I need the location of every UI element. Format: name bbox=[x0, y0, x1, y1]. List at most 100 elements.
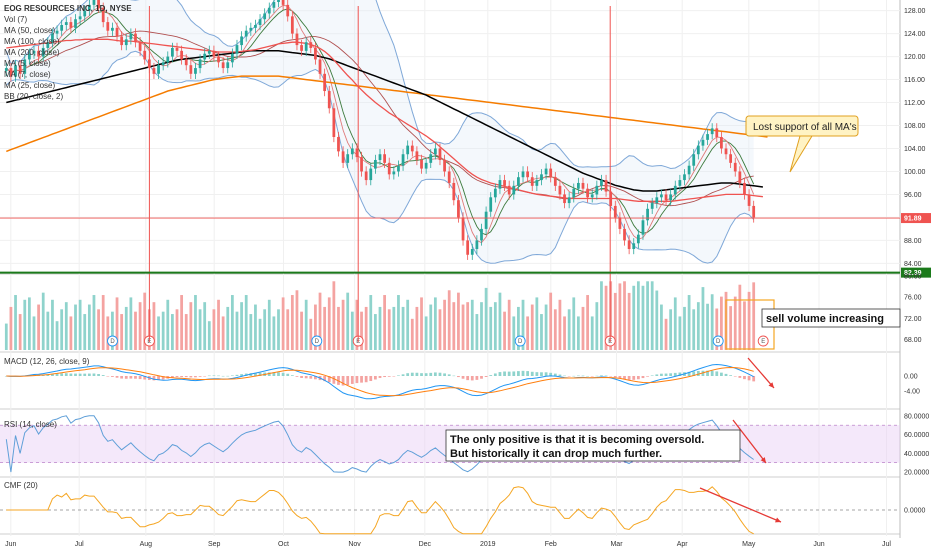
candle-body bbox=[350, 148, 354, 155]
candle-body bbox=[295, 33, 299, 46]
volume-bar bbox=[374, 314, 377, 350]
candle bbox=[392, 166, 396, 180]
candle bbox=[729, 149, 733, 169]
volume-bar bbox=[600, 281, 603, 350]
volume-bar bbox=[572, 297, 576, 350]
macd-hist-bar bbox=[152, 376, 156, 381]
candle-body bbox=[526, 171, 530, 178]
candle-body bbox=[124, 39, 128, 46]
candle bbox=[521, 166, 525, 183]
candle bbox=[692, 149, 696, 171]
macd-hist-bar bbox=[563, 375, 566, 377]
candle bbox=[438, 143, 442, 166]
candle bbox=[401, 149, 405, 171]
candle bbox=[650, 197, 654, 214]
macd-hist-bar bbox=[600, 375, 603, 376]
macd-hist-bar bbox=[410, 372, 414, 376]
candle-body bbox=[466, 240, 470, 255]
candle bbox=[180, 45, 184, 65]
candle bbox=[429, 149, 433, 169]
candle bbox=[544, 163, 548, 180]
macd-hist-bar bbox=[553, 373, 557, 376]
volume-bar bbox=[466, 302, 470, 350]
macd-hist-bar bbox=[364, 376, 368, 383]
candle bbox=[452, 177, 456, 206]
volume-bar bbox=[207, 321, 211, 350]
macd-hist-bar bbox=[355, 376, 359, 384]
volume-bar bbox=[563, 316, 566, 350]
candle-body bbox=[138, 42, 142, 51]
volume-bar bbox=[738, 284, 742, 350]
volume-bar bbox=[452, 302, 456, 350]
macd-hist-bar bbox=[64, 373, 68, 376]
macd-hist-bar bbox=[687, 371, 691, 376]
volume-bar bbox=[198, 309, 202, 350]
candle-body bbox=[92, 0, 96, 5]
candle-body bbox=[157, 65, 160, 74]
macd-hist-bar bbox=[69, 373, 73, 376]
cmf-tick-label: 0.0000 bbox=[904, 508, 926, 515]
price-tick-label: 128.00 bbox=[904, 8, 926, 15]
candle-body bbox=[673, 185, 677, 195]
candle-body bbox=[553, 177, 557, 186]
macd-hist-bar bbox=[323, 376, 327, 382]
candle bbox=[364, 166, 368, 186]
candle-body bbox=[724, 148, 728, 155]
candle bbox=[341, 146, 345, 169]
candle-body bbox=[576, 182, 580, 189]
macd-hist-bar bbox=[369, 376, 373, 382]
macd-hist-bar bbox=[457, 376, 460, 378]
macd-hist-bar bbox=[175, 376, 179, 378]
volume-bar bbox=[355, 299, 359, 350]
volume-bar bbox=[590, 316, 594, 350]
chart-title: EOG RESOURCES INC, 1D, NYSE bbox=[4, 4, 132, 13]
x-tick-label: 2019 bbox=[480, 541, 496, 548]
candle-body bbox=[309, 42, 313, 48]
volume-tick-label: 76.00 bbox=[904, 295, 922, 302]
candle-body bbox=[378, 154, 382, 160]
legend-vol: Vol (7) bbox=[4, 15, 27, 24]
candle bbox=[51, 28, 54, 48]
candle bbox=[563, 189, 566, 209]
candle-body bbox=[433, 148, 437, 155]
volume-bar bbox=[318, 292, 322, 350]
candle bbox=[355, 143, 359, 163]
candle bbox=[683, 169, 686, 186]
candle bbox=[111, 22, 114, 36]
candle bbox=[171, 42, 174, 62]
macd-hist-bar bbox=[235, 374, 239, 376]
volume-bar bbox=[64, 302, 68, 350]
candle-body bbox=[429, 154, 433, 163]
sell-volume-text: sell volume increasing bbox=[766, 313, 884, 325]
volume-bar bbox=[420, 297, 423, 350]
rsi-tick-label: 20.0000 bbox=[904, 470, 929, 477]
volume-bar bbox=[443, 299, 446, 350]
x-tick-label: Aug bbox=[140, 541, 153, 548]
candle bbox=[244, 25, 248, 42]
candle-body bbox=[51, 33, 54, 43]
candle bbox=[752, 200, 756, 223]
macd-hist-bar bbox=[134, 376, 137, 379]
volume-bar bbox=[535, 297, 539, 350]
x-tick-label: Mar bbox=[610, 541, 623, 548]
volume-bar bbox=[701, 287, 705, 350]
candle-body bbox=[277, 0, 280, 3]
macd-hist-bar bbox=[267, 372, 271, 376]
macd-hist-bar bbox=[609, 376, 613, 377]
candle bbox=[318, 54, 322, 79]
volume-bar bbox=[221, 316, 225, 350]
candle bbox=[669, 189, 673, 206]
macd-hist-bar bbox=[618, 376, 622, 379]
candle-body bbox=[318, 59, 322, 74]
macd-hist-bar bbox=[641, 376, 645, 379]
candle bbox=[4, 62, 8, 77]
volume-bar bbox=[254, 304, 257, 350]
macd-hist-bar bbox=[438, 372, 442, 376]
macd-hist-bar bbox=[392, 376, 396, 377]
candle bbox=[27, 48, 31, 65]
candle bbox=[660, 189, 663, 203]
volume-bar bbox=[387, 309, 391, 350]
candle-body bbox=[101, 7, 105, 23]
macd-hist-bar bbox=[60, 373, 64, 376]
